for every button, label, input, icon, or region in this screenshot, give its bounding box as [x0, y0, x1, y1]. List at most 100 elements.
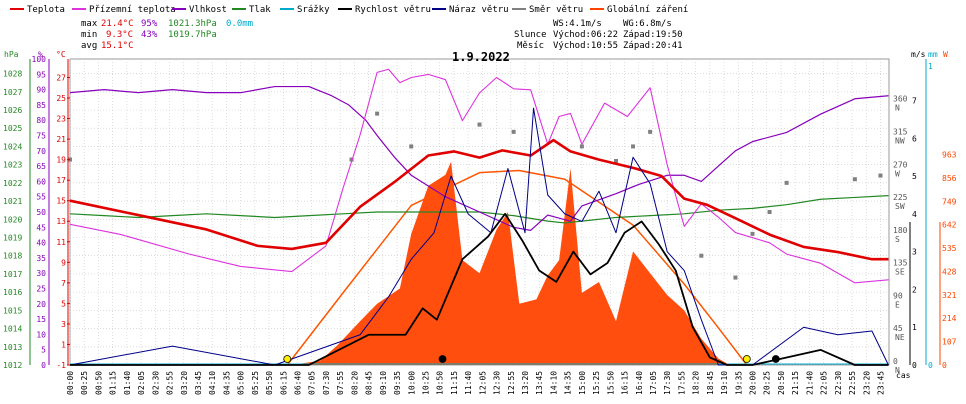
sun-set-marker [742, 355, 751, 363]
x-tick-label: 20:50 [777, 371, 786, 395]
y-tick-hpa: 1025 [3, 124, 22, 133]
x-tick-label: 12:30 [493, 371, 502, 395]
x-tick-label: 08:20 [350, 371, 359, 395]
unit-time: čas [896, 370, 911, 380]
series-wind-direction-point [878, 173, 883, 178]
y-tick-hpa: 1017 [3, 270, 22, 279]
series-wind-direction-point [767, 210, 772, 214]
y-tick-temp: 15 [56, 197, 66, 206]
y-tick-pct: 85 [36, 101, 46, 110]
series-ground-temperature [69, 68, 889, 284]
x-tick-label: 13:20 [521, 371, 530, 395]
y-tick-pct: 45 [36, 223, 46, 232]
y-tick-dir: 360 [893, 95, 908, 104]
x-tick-label: 15:00 [578, 371, 587, 395]
x-tick-label: 12:05 [478, 371, 487, 395]
legend-label: Vlhkost [189, 5, 227, 15]
y-tick-ms: 3 [912, 248, 917, 257]
y-tick-pct: 60 [36, 177, 46, 186]
y-tick-w: 856 [942, 174, 957, 183]
y-tick-pct: 30 [36, 269, 46, 278]
y-tick-temp: 27 [56, 73, 66, 82]
y-tick-hpa: 1016 [3, 288, 22, 297]
x-tick-label: 21:40 [805, 371, 814, 395]
series-wind-direction-point [614, 159, 618, 163]
unit-temp: °C [56, 50, 66, 59]
y-tick-hpa: 1024 [3, 142, 22, 151]
y-tick-dir: 45 [893, 324, 903, 333]
series-wind-direction-point [733, 275, 738, 280]
x-tick-label: 17:30 [663, 371, 672, 395]
x-tick-label: 16:15 [621, 371, 630, 395]
stat-avg-label: avg [81, 41, 97, 51]
y-tick-temp: -1 [56, 361, 66, 370]
chart-date-title: 1.9.2022 [452, 50, 510, 64]
y-tick-w: 963 [942, 151, 957, 160]
y-tick-w: 535 [942, 244, 957, 253]
y-tick-hpa: 1023 [3, 161, 22, 170]
x-tick-label: 00:00 [66, 371, 75, 395]
y-tick-pct: 35 [36, 254, 46, 263]
y-tick-pct: 50 [36, 208, 46, 217]
series-wind-direction-point [784, 180, 789, 185]
y-tick-pct: 40 [36, 239, 46, 248]
x-tick-label: 23:45 [876, 371, 885, 395]
x-tick-label: 11:15 [450, 371, 459, 395]
y-tick-pct: 95 [36, 70, 46, 79]
sun-rise-marker [283, 355, 292, 363]
y-tick-temp: 5 [61, 299, 66, 308]
x-tick-label: 06:15 [279, 371, 288, 395]
y-tick-pct: 20 [36, 300, 46, 309]
x-tick-label: 22:55 [848, 371, 857, 395]
x-tick-label: 20:25 [763, 371, 772, 395]
y-tick-w: 428 [942, 267, 957, 276]
y-tick-w: 107 [942, 338, 957, 347]
y-tick-hpa: 1019 [3, 234, 22, 243]
y-tick-pct: 15 [36, 315, 46, 324]
x-tick-label: 03:20 [180, 371, 189, 395]
x-tick-label: 01:40 [123, 371, 132, 395]
y-tick-w: 321 [942, 291, 957, 300]
y-tick-dir-name: SW [895, 202, 905, 211]
y-tick-pct: 0 [41, 361, 46, 370]
y-tick-w: 642 [942, 221, 957, 230]
series-wind-direction-point [750, 231, 755, 236]
x-tick-label: 15:50 [606, 371, 615, 395]
x-tick-label: 02:30 [151, 371, 160, 395]
y-tick-hpa: 1021 [3, 197, 22, 206]
y-tick-dir: 315 [893, 128, 908, 137]
series-wind-direction-point [631, 144, 636, 149]
x-tick-label: 09:35 [393, 371, 402, 395]
y-tick-temp: 1 [61, 340, 66, 349]
series-wind-direction-point [511, 129, 516, 134]
y-tick-dir-name: NW [895, 137, 905, 146]
y-tick-ms: 4 [912, 210, 917, 219]
y-tick-hpa: 1020 [3, 215, 22, 224]
y-tick-ms: 2 [912, 285, 917, 294]
unit-mm: mm [928, 50, 938, 59]
y-tick-pct: 65 [36, 162, 46, 171]
y-tick-hpa: 1013 [3, 343, 22, 352]
y-tick-hpa: 1026 [3, 106, 22, 115]
x-tick-label: 09:10 [379, 371, 388, 395]
y-tick-dir-name: SE [895, 268, 905, 277]
x-tick-label: 05:00 [237, 371, 246, 395]
stat-min-hum: 43% [141, 30, 158, 40]
y-tick-dir-name: S [895, 235, 900, 244]
y-tick-temp: 21 [56, 135, 66, 144]
y-tick-mm: 1 [928, 62, 933, 71]
x-tick-label: 02:55 [166, 371, 175, 395]
x-tick-label: 14:35 [564, 371, 573, 395]
stat-min-label: min [81, 30, 97, 40]
y-tick-hpa: 1012 [3, 361, 22, 370]
series-wind-direction-point [852, 177, 857, 182]
y-tick-pct: 55 [36, 193, 46, 202]
x-tick-label: 19:10 [720, 371, 729, 395]
legend-label: Teplota [27, 5, 65, 15]
x-tick-label: 22:30 [834, 371, 843, 395]
stats-block: max 21.4°C 95% 1021.3hPa 0.0mm min 9.3°C… [81, 19, 253, 51]
series-wind-direction-point [699, 253, 704, 258]
legend-label: Směr větru [529, 5, 583, 15]
y-tick-w: 214 [942, 314, 957, 323]
